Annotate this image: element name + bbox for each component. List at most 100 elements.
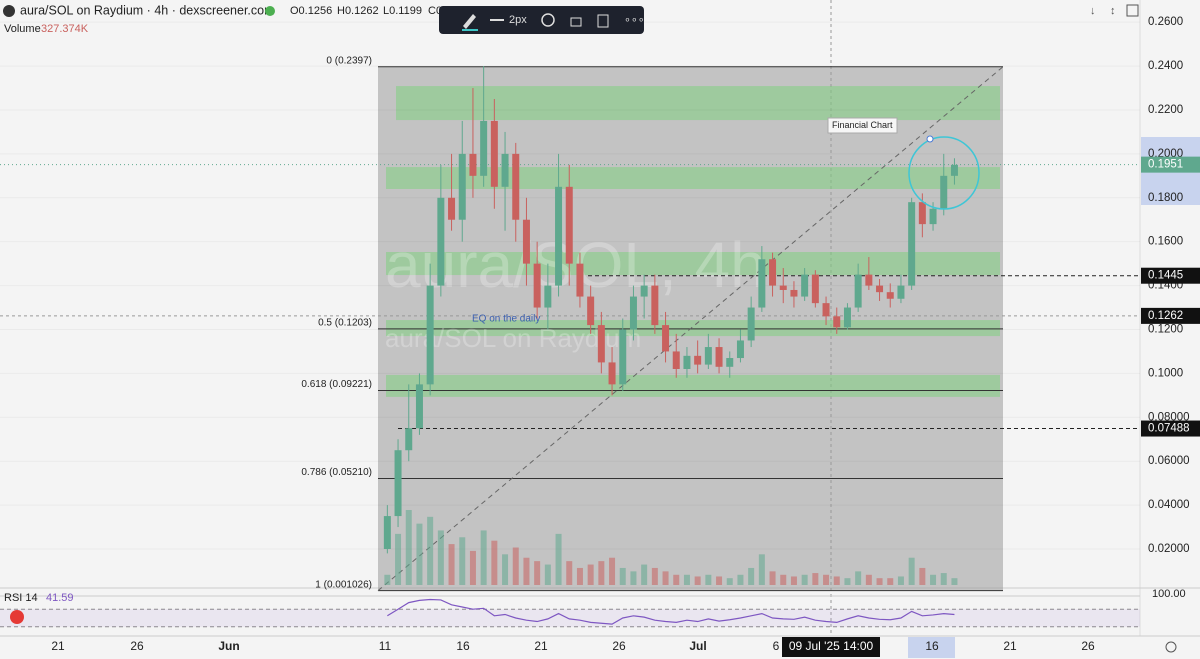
x-tick-label: Jul: [689, 639, 706, 653]
volume-bar: [427, 516, 434, 585]
volume-bar: [448, 544, 455, 585]
x-tick-label: 26: [130, 639, 144, 653]
fib-label: 0.786 (0.05210): [301, 467, 372, 478]
candle-body: [704, 347, 712, 365]
volume-bar: [930, 574, 937, 585]
candle-body: [940, 175, 948, 209]
settings-icon[interactable]: [541, 13, 555, 27]
candle-body: [908, 202, 916, 286]
volume-bar: [384, 574, 391, 585]
level-tag: [1141, 267, 1200, 284]
candle-body: [886, 292, 894, 299]
candle-body: [736, 340, 744, 359]
candle-body: [458, 153, 466, 220]
x-tick-label: 21: [51, 639, 65, 653]
fullscreen-icon[interactable]: [1126, 4, 1139, 17]
candle-body: [629, 296, 637, 330]
volume-bar: [737, 574, 744, 585]
candle-body: [437, 197, 445, 286]
legend-open: O0.1256: [290, 5, 332, 17]
lock-icon[interactable]: [570, 17, 582, 27]
volume-bar: [523, 557, 530, 585]
volume-value: 327.374K: [41, 23, 89, 35]
trend-line: [377, 66, 1004, 592]
down-icon[interactable]: ↓: [1090, 5, 1096, 17]
volume-bar: [405, 510, 412, 585]
candle-body: [790, 289, 798, 297]
chart-title: aura/SOL on Raydium · 4h · dexscreener.c…: [20, 3, 275, 17]
volume-bar: [416, 523, 423, 585]
candle-body: [747, 307, 755, 341]
x-tick-label: 6: [773, 639, 780, 653]
volume-bar: [395, 533, 402, 585]
candle-body: [662, 325, 670, 352]
candle-body: [897, 285, 905, 299]
volume-bar: [780, 574, 787, 585]
volume-bar: [534, 561, 541, 585]
last-price-tag: [1141, 156, 1200, 173]
volume-bar: [951, 578, 958, 585]
y-tick-label: 0.04000: [1148, 499, 1190, 511]
fib-label: 0 (0.2397): [326, 55, 372, 66]
candle-body: [876, 285, 884, 293]
volume-bar: [769, 571, 776, 585]
x-tick-label: 16: [456, 639, 470, 653]
candle-body: [565, 186, 573, 264]
volume-bar: [694, 576, 701, 585]
last-price: 0.1951: [1148, 159, 1183, 171]
zone: [386, 374, 1000, 397]
level-label: 0.07488: [1148, 423, 1190, 435]
settings-icon: [1165, 641, 1177, 653]
volume-bar: [897, 576, 904, 585]
candle-body: [405, 428, 413, 451]
anchor-dot: [926, 135, 934, 143]
candle-body: [608, 362, 616, 385]
fib-label: 0.618 (0.09221): [301, 379, 372, 390]
crosshair-price: 0.1262: [1148, 310, 1183, 322]
volume-bar: [587, 564, 594, 585]
rsi-value: 41.59: [46, 592, 74, 604]
volume-bar: [833, 576, 840, 585]
note-box: [827, 117, 898, 134]
volume-bar: [887, 578, 894, 585]
rsi-icon: [10, 610, 24, 624]
volume-bar: [651, 567, 658, 585]
more-icon[interactable]: ∘∘∘: [624, 14, 645, 26]
candle-body: [501, 153, 509, 187]
highlight-circle: [908, 136, 980, 210]
status-dot: [265, 6, 275, 16]
rsi-label: RSI 14: [4, 592, 38, 604]
volume-bar: [619, 567, 626, 585]
x-tick-label: 21: [1003, 639, 1017, 653]
volume-bar: [865, 574, 872, 585]
candle-body: [929, 208, 937, 225]
expand-icon[interactable]: ↕: [1110, 5, 1116, 17]
candle-body: [950, 164, 958, 176]
volume-bar: [480, 530, 487, 585]
y-tick-label: 0.1200: [1148, 324, 1183, 336]
delete-icon[interactable]: [597, 14, 609, 28]
crosshair-time: 09 Jul '25 14:00: [789, 639, 874, 653]
eq-label: EQ on the daily: [472, 314, 540, 325]
y-tick-label: 0.1000: [1148, 367, 1183, 379]
candle-body: [522, 219, 530, 264]
volume-bar: [855, 571, 862, 585]
rsi-line: [387, 598, 955, 625]
candle-body: [426, 285, 434, 385]
x-tick-label: 16: [925, 639, 939, 653]
y-tick-label: 0.2600: [1148, 16, 1183, 28]
pencil-icon[interactable]: [463, 14, 476, 29]
candle-body: [415, 384, 423, 429]
candle-body: [383, 516, 391, 549]
volume-bar: [726, 578, 733, 585]
watermark: aura/SOL, 4h: [385, 229, 766, 301]
volume-bar: [758, 554, 765, 585]
line-width-label[interactable]: 2px: [509, 14, 527, 26]
candle-body: [715, 347, 723, 367]
x-tick-label: Jun: [218, 639, 239, 653]
volume-bar: [502, 554, 509, 585]
legend-low: L0.1199: [383, 5, 422, 17]
volume-bar: [823, 574, 830, 585]
volume-bar: [662, 571, 669, 585]
volume-bar: [683, 574, 690, 585]
